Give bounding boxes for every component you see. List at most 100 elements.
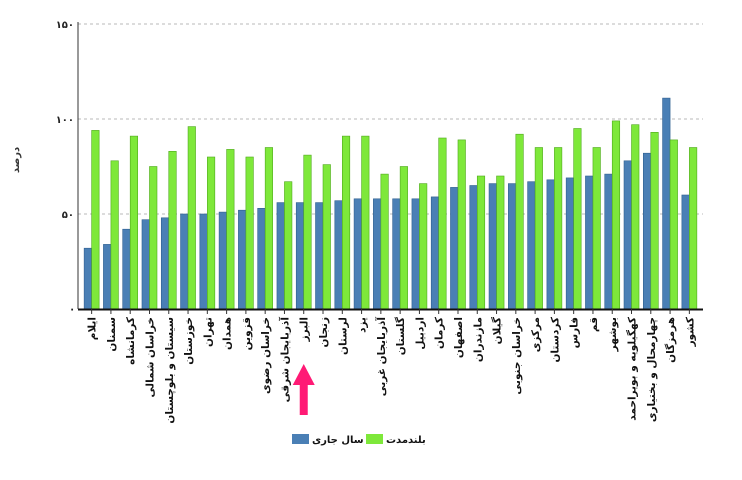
bar-current-year [199, 213, 208, 310]
bar-long-term [476, 175, 486, 310]
category-label: خوزستان [183, 317, 195, 365]
bar-long-term [669, 139, 678, 310]
category-label: اصفهان [453, 317, 465, 358]
bar-current-year [334, 200, 343, 310]
bar-current-year [353, 198, 362, 310]
bar-long-term [245, 156, 254, 310]
bar-long-term [129, 135, 139, 310]
bar-long-term [554, 147, 563, 310]
legend-swatch-long-term [366, 434, 383, 444]
bar-current-year [623, 160, 632, 310]
bar-current-year [430, 196, 440, 310]
y-tick-label: · [70, 305, 74, 316]
bar-current-year [662, 97, 671, 310]
y-tick-label: ۱۰۰ [56, 115, 74, 126]
legend-label-current-year: سال جاری [312, 435, 364, 446]
bar-long-term [207, 156, 216, 310]
bar-long-term [110, 160, 119, 310]
category-label: سیستان و بلوچستان [164, 317, 176, 424]
bar-current-year [527, 181, 536, 310]
category-label: همدان [222, 317, 234, 350]
category-label: کشور [684, 316, 696, 347]
category-label: قم [588, 317, 600, 332]
category-label: ایلام [87, 317, 99, 340]
bar-long-term [515, 133, 524, 310]
bar-current-year [642, 152, 652, 310]
category-label: مازندران [472, 317, 484, 362]
bar-long-term [611, 120, 621, 310]
y-axis-label: درصد [11, 147, 22, 173]
bar-current-year [122, 228, 131, 310]
bar-current-year [681, 194, 690, 310]
category-label: گیلان [491, 316, 504, 344]
category-label: هرمزگان [664, 317, 677, 363]
bar-long-term [438, 137, 447, 310]
category-label: خراسان جنوبی [511, 317, 523, 395]
bar-current-year [469, 185, 478, 310]
category-label: خراسان شمالی [144, 317, 156, 397]
bar-current-year [411, 198, 420, 310]
bar-current-year [83, 247, 92, 310]
legend-swatch-current-year [292, 434, 309, 444]
arrow-shaft [299, 384, 308, 415]
bar-current-year [276, 202, 285, 310]
category-label: لرستان [337, 317, 349, 355]
annotation [292, 364, 315, 415]
bar-current-year [218, 211, 227, 310]
bar-long-term [650, 132, 659, 310]
category-label: کردستان [549, 316, 561, 362]
category-labels: ایلام سمنان کرمانشاه خراسان شمالی سیستان و ب… [87, 316, 697, 423]
category-label: سمنان [106, 317, 118, 352]
y-tick-labels: · ۵۰ ۱۰۰ ۱۵۰ [56, 20, 74, 316]
bar-current-year [257, 208, 266, 310]
bar-current-year [373, 198, 382, 310]
bar-long-term [380, 173, 389, 310]
bar-long-term [573, 128, 582, 310]
category-label: زنجان [318, 317, 330, 347]
bar-long-term [534, 147, 543, 310]
bar-long-term [303, 154, 312, 310]
category-label: قزوین [241, 317, 253, 350]
category-label: چهارمحال و بختیاری [646, 317, 658, 422]
bar-current-year [488, 183, 497, 310]
bar-long-term [496, 175, 505, 310]
category-label: مرکزی [530, 317, 542, 352]
bar-long-term [264, 147, 273, 310]
y-tick-label: ۵۰ [62, 210, 74, 221]
category-label: کرمانشاه [125, 316, 137, 365]
category-label: البرز [299, 317, 311, 342]
bar-long-term [419, 183, 428, 310]
bar-long-term [361, 135, 370, 310]
bar-long-term [592, 147, 601, 310]
bar-long-term [322, 164, 331, 310]
bar-current-year [546, 179, 555, 310]
legend: سال جاری بلندمدت [292, 434, 426, 446]
bar-current-year [141, 219, 150, 310]
category-label: کهگیلویه و بویراحمد [626, 316, 639, 421]
bar-long-term [91, 130, 100, 310]
category-label: فارس [569, 317, 581, 348]
category-label: آذربایجان شرقی [278, 317, 291, 403]
bars [83, 97, 698, 310]
bar-long-term [226, 149, 235, 310]
category-label: اردبیل [414, 317, 426, 350]
y-tick-label: ۱۵۰ [56, 20, 74, 31]
bar-current-year [565, 177, 574, 310]
legend-label-long-term: بلندمدت [386, 435, 426, 446]
category-label: بوشهر [607, 317, 619, 352]
bar-current-year [315, 202, 324, 310]
bar-long-term [187, 126, 196, 310]
category-label: یزد [357, 317, 369, 333]
bar-long-term [341, 135, 351, 310]
bar-long-term [631, 124, 640, 310]
bar-current-year [295, 202, 305, 310]
bar-long-term [284, 181, 293, 310]
bar-long-term [457, 139, 466, 310]
bar-current-year [508, 183, 517, 310]
bar-long-term [168, 151, 177, 310]
bar-long-term [399, 166, 408, 310]
category-label: کرمان [434, 316, 446, 349]
bar-current-year [585, 175, 594, 310]
bar-current-year [160, 217, 170, 310]
